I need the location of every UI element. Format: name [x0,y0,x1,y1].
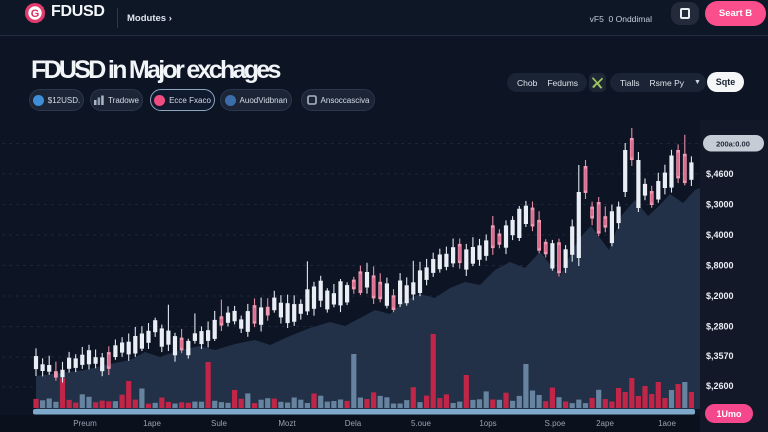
svg-text:$,8000: $,8000 [706,261,734,271]
svg-text:2ape: 2ape [596,419,614,428]
svg-text:Sule: Sule [211,419,228,428]
svg-text:1aoe: 1aoe [658,419,676,428]
svg-text:$,2000: $,2000 [706,291,734,301]
svg-text:$,3570: $,3570 [706,351,734,361]
svg-text:Dela: Dela [345,419,362,428]
svg-text:Preum: Preum [73,419,97,428]
svg-text:5.oue: 5.oue [411,419,432,428]
svg-text:1ape: 1ape [143,419,161,428]
svg-text:G: G [31,8,40,20]
svg-text:200a:0.00: 200a:0.00 [716,140,750,149]
svg-text:$,2600: $,2600 [706,381,734,391]
svg-text:$,4000: $,4000 [706,230,734,240]
svg-text:S.poe: S.poe [545,419,566,428]
svg-text:$,4600: $,4600 [706,169,734,179]
svg-text:Mozt: Mozt [278,419,296,428]
svg-text:$,2800: $,2800 [706,322,734,332]
svg-text:1ops: 1ops [479,419,496,428]
svg-text:$,3000: $,3000 [706,200,734,210]
svg-text:1Umo: 1Umo [716,409,742,419]
